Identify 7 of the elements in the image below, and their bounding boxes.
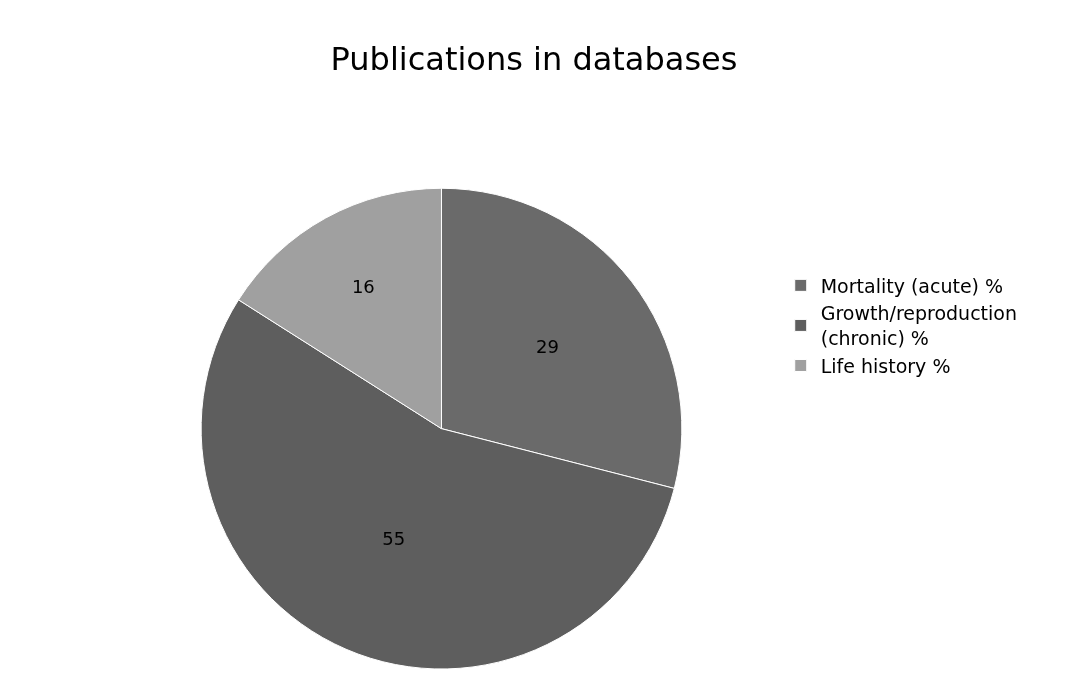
data-label: 29 [536,335,560,357]
data-label: 16 [351,275,375,297]
legend-label: Growth/reproduction (chronic) % [820,302,1017,350]
legend-label: Life history % [820,354,951,377]
chart-title: Publications in databases [330,39,738,78]
data-label: 55 [382,528,406,550]
legend-label: Mortality (acute) % [820,274,1004,297]
